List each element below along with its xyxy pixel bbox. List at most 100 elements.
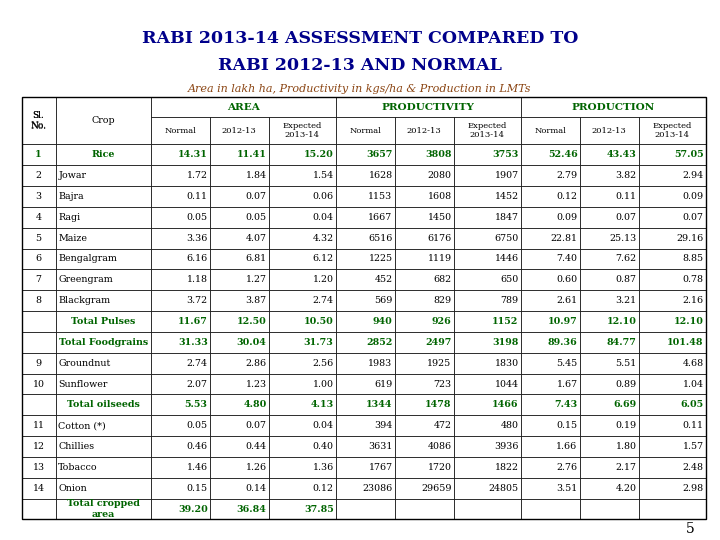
Text: 6.12: 6.12 [312, 254, 333, 264]
Bar [521, 498, 580, 519]
Bar [150, 117, 210, 144]
Bar [336, 165, 395, 186]
Bar [55, 144, 150, 165]
Text: 650: 650 [500, 275, 518, 284]
Bar [336, 97, 521, 117]
Bar [521, 415, 580, 436]
Bar [395, 269, 454, 290]
Bar [521, 186, 580, 207]
Bar [22, 332, 55, 353]
Bar [454, 117, 521, 144]
Bar [521, 207, 580, 228]
Bar [580, 269, 639, 290]
Bar [521, 290, 580, 311]
Text: 0.44: 0.44 [246, 442, 266, 451]
Bar [336, 374, 395, 394]
Bar [269, 374, 336, 394]
Text: 1452: 1452 [495, 192, 518, 201]
Bar [521, 394, 580, 415]
Bar [395, 290, 454, 311]
Bar [639, 332, 706, 353]
Text: 52.46: 52.46 [548, 150, 577, 159]
Text: 3936: 3936 [494, 442, 518, 451]
Text: 12: 12 [32, 442, 45, 451]
Bar [580, 436, 639, 457]
Text: 2.48: 2.48 [683, 463, 703, 472]
Bar [150, 97, 336, 117]
Text: 4.80: 4.80 [243, 400, 266, 409]
Bar [336, 186, 395, 207]
Text: 1344: 1344 [366, 400, 392, 409]
Bar [210, 290, 269, 311]
Bar [269, 248, 336, 269]
Bar [336, 290, 395, 311]
Bar [210, 478, 269, 498]
Text: 6.05: 6.05 [680, 400, 703, 409]
Bar [22, 374, 55, 394]
Text: 1907: 1907 [495, 171, 518, 180]
Text: Jowar: Jowar [58, 171, 86, 180]
Bar [269, 117, 336, 144]
Text: 6516: 6516 [368, 234, 392, 242]
Text: 940: 940 [373, 317, 392, 326]
Bar [269, 311, 336, 332]
Text: 6.69: 6.69 [613, 400, 636, 409]
Text: 1225: 1225 [369, 254, 392, 264]
Bar [210, 374, 269, 394]
Text: 1628: 1628 [369, 171, 392, 180]
Text: 7.40: 7.40 [557, 254, 577, 264]
Text: 8.85: 8.85 [683, 254, 703, 264]
Bar [210, 394, 269, 415]
Bar [336, 207, 395, 228]
Text: 1.23: 1.23 [246, 380, 266, 388]
Bar [55, 186, 150, 207]
Text: 1830: 1830 [495, 359, 518, 368]
Bar [150, 144, 210, 165]
Text: 1767: 1767 [369, 463, 392, 472]
Text: 0.04: 0.04 [312, 213, 333, 222]
Bar [269, 207, 336, 228]
Text: 0.09: 0.09 [683, 192, 703, 201]
Bar [454, 269, 521, 290]
Text: 3198: 3198 [492, 338, 518, 347]
Bar [454, 332, 521, 353]
Text: 7: 7 [35, 275, 42, 284]
Text: 1.04: 1.04 [683, 380, 703, 388]
Bar [55, 415, 150, 436]
Text: 1.36: 1.36 [312, 463, 333, 472]
Bar [580, 165, 639, 186]
Bar [395, 478, 454, 498]
Text: 1847: 1847 [495, 213, 518, 222]
Bar [580, 311, 639, 332]
Text: 15.20: 15.20 [304, 150, 333, 159]
Bar [395, 415, 454, 436]
Text: 12.10: 12.10 [607, 317, 636, 326]
Text: 0.04: 0.04 [312, 421, 333, 430]
Bar [639, 498, 706, 519]
Text: 7.43: 7.43 [554, 400, 577, 409]
Text: 0.07: 0.07 [683, 213, 703, 222]
Bar [22, 394, 55, 415]
Bar [150, 248, 210, 269]
Bar [521, 269, 580, 290]
Text: 1822: 1822 [495, 463, 518, 472]
Text: 2497: 2497 [426, 338, 451, 347]
Bar [395, 498, 454, 519]
Text: 1925: 1925 [428, 359, 451, 368]
Bar [521, 165, 580, 186]
Bar [521, 248, 580, 269]
Bar [269, 269, 336, 290]
Text: 0.89: 0.89 [616, 380, 636, 388]
Text: 3.36: 3.36 [186, 234, 207, 242]
Text: Greengram: Greengram [58, 275, 113, 284]
Text: 1.00: 1.00 [312, 380, 333, 388]
Bar [269, 228, 336, 248]
Bar [580, 353, 639, 374]
Bar [521, 97, 706, 117]
Bar [22, 248, 55, 269]
Bar [210, 269, 269, 290]
Bar [521, 144, 580, 165]
Text: 14: 14 [32, 484, 45, 492]
Bar [454, 248, 521, 269]
Text: 4.13: 4.13 [310, 400, 333, 409]
